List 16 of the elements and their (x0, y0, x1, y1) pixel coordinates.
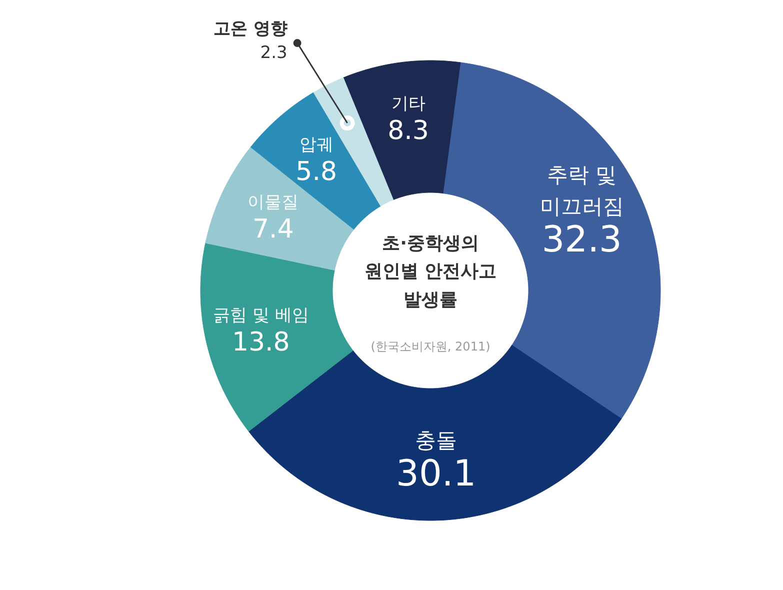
slice-label: 기타 (391, 94, 426, 114)
slice-label: 충돌 (415, 428, 458, 452)
data-label: 8.3 (388, 116, 429, 146)
slice-label: 이물질 (248, 192, 299, 212)
slice-label: 고온 영향 (213, 19, 288, 40)
slice-label: 긁힘 및 베임 (213, 305, 309, 326)
data-label: 32.3 (542, 219, 622, 260)
data-label: 2.3 (260, 43, 288, 64)
data-label: 5.8 (296, 157, 338, 188)
data-label: 13.8 (232, 327, 290, 358)
data-label: 30.1 (396, 453, 476, 494)
text: 초·중학생의 원인별 안전사고 발생률 (364, 232, 497, 310)
text: (한국소비자원, 2011) (370, 340, 490, 354)
data-label: 7.4 (252, 214, 294, 244)
slice-label: 압궤 (299, 135, 334, 156)
slice-label: 추락 및 미끄러짐 (540, 163, 624, 218)
